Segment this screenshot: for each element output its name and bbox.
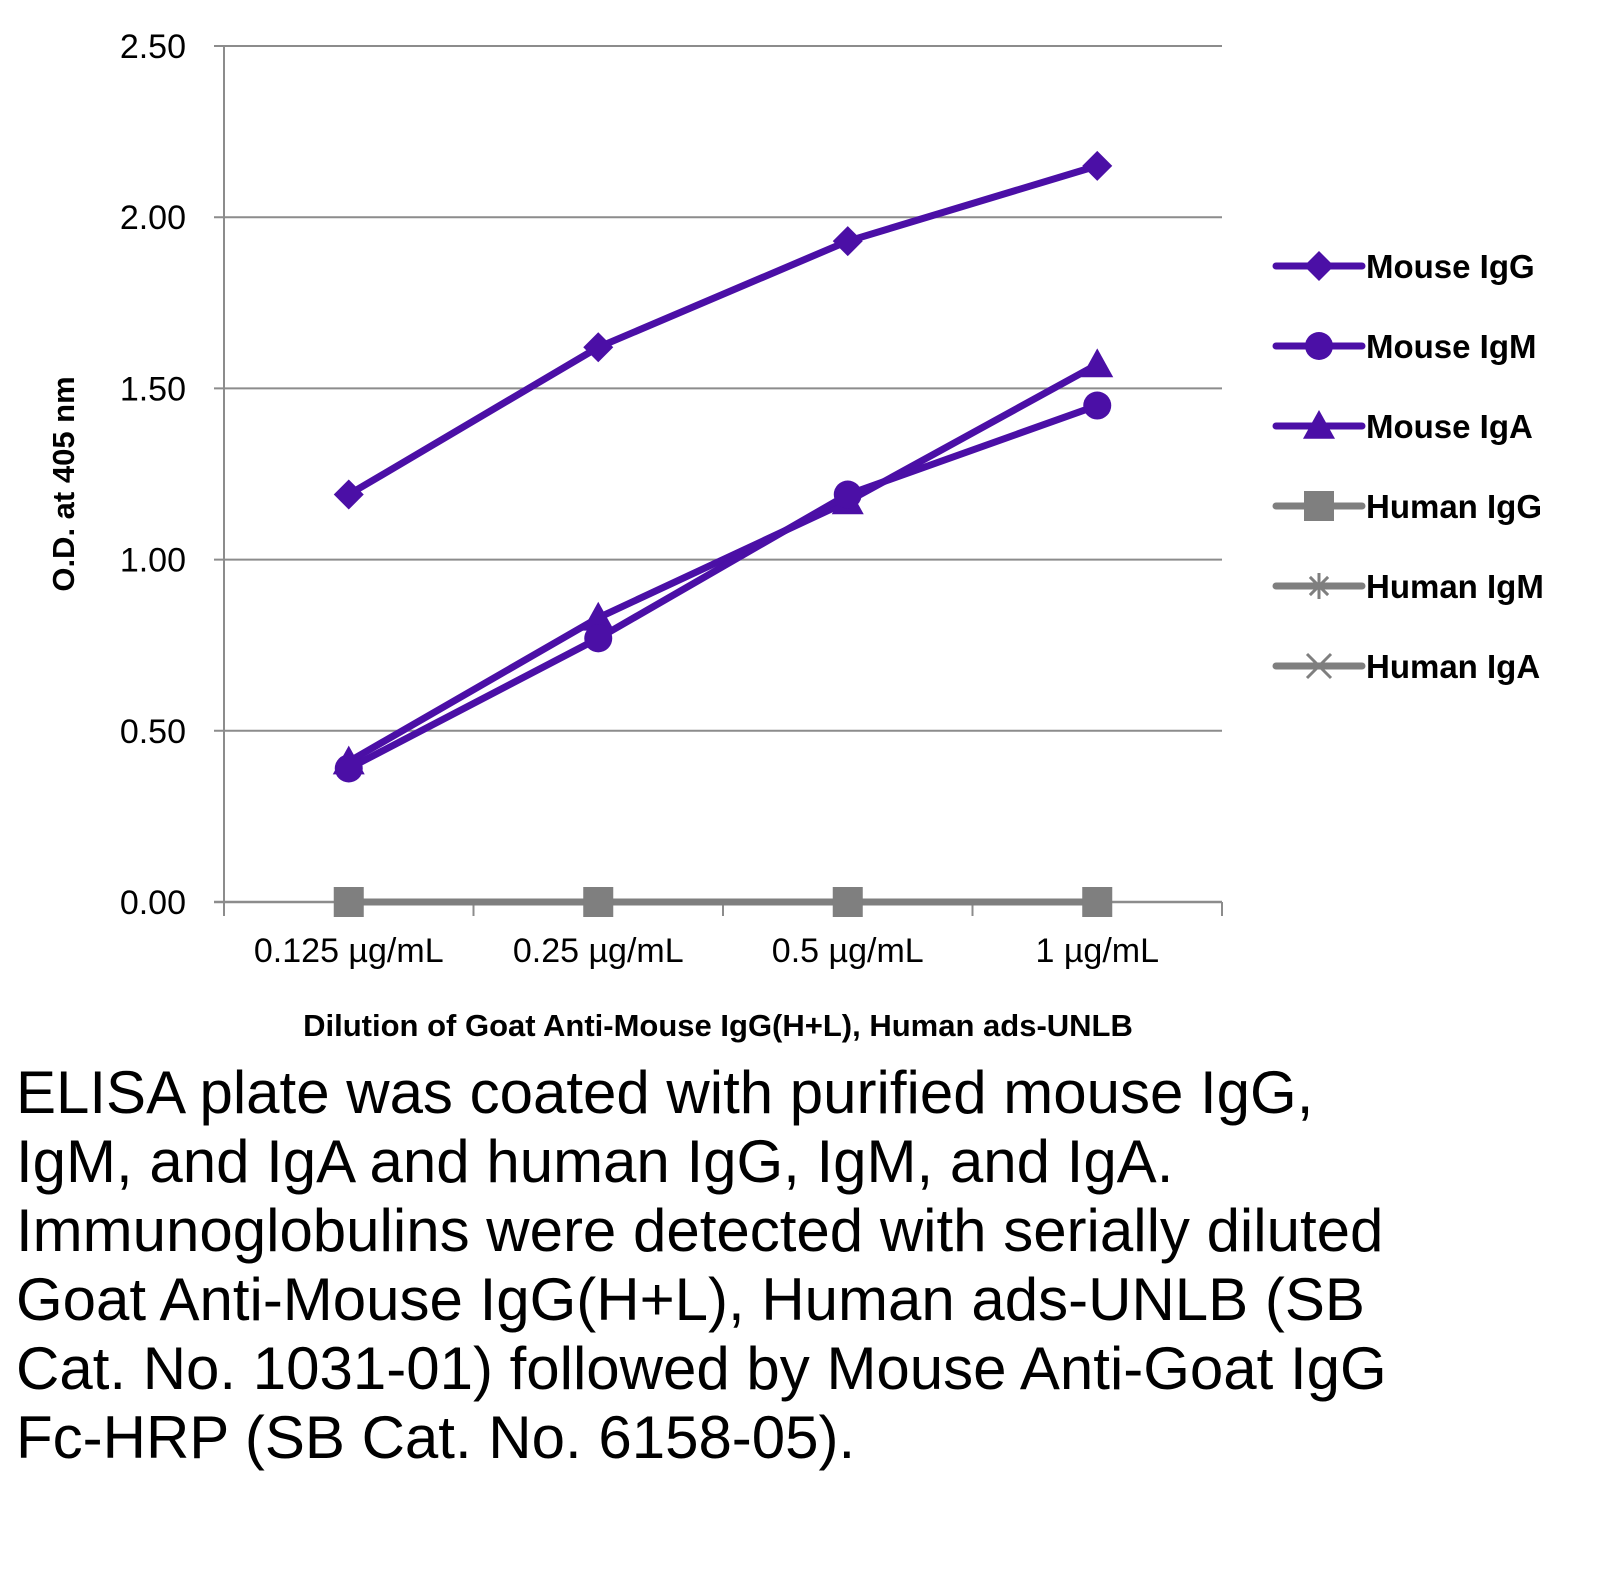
legend-entry: Human IgG: [1272, 488, 1542, 525]
data-point: [333, 887, 364, 917]
x-tick-label: 0.25 µg/mL: [513, 932, 684, 970]
legend-marker: [1306, 573, 1332, 599]
legend-label: Mouse IgA: [1366, 408, 1533, 445]
legend-entry: Mouse IgG: [1272, 248, 1535, 285]
legend-label: Mouse IgG: [1366, 248, 1535, 285]
legend-entry: Human IgA: [1272, 648, 1540, 685]
y-axis-title: O.D. at 405 nm: [46, 376, 81, 591]
data-point: [583, 332, 614, 363]
legend-marker: [1304, 491, 1334, 521]
x-tick-labels: 0.125 µg/mL 0.25 µg/mL 0.5 µg/mL 1 µg/mL: [254, 932, 1159, 970]
legend-label: Mouse IgM: [1366, 328, 1537, 365]
data-point: [583, 887, 614, 917]
series-mouse-igg: [333, 150, 1113, 510]
x-tick-label: 0.5 µg/mL: [772, 932, 924, 970]
x-tick-label: 1 µg/mL: [1035, 932, 1159, 970]
series-line: [345, 402, 1101, 772]
data-point: [333, 479, 364, 510]
legend-marker: [1304, 251, 1334, 281]
y-tick-label: 2.00: [120, 199, 186, 237]
legend-label: Human IgM: [1366, 568, 1544, 605]
legend-marker: [1303, 410, 1335, 439]
y-tick-labels: 0.00 0.50 1.00 1.50 2.00 2.50: [120, 28, 186, 922]
data-point: [1082, 887, 1113, 917]
legend-marker: [1305, 332, 1333, 360]
legend: Mouse IgG Mouse IgM Mouse IgA Human IgG Huma…: [1272, 248, 1544, 685]
y-tick-label: 2.50: [120, 28, 186, 66]
legend-label: Human IgA: [1366, 648, 1540, 685]
data-point: [584, 624, 613, 653]
legend-entry: Mouse IgA: [1272, 408, 1533, 445]
data-point: [1082, 150, 1113, 181]
elisa-line-chart: 0.00 0.50 1.00 1.50 2.00 2.50 0.125 µg/mL 0.25…: [46, 28, 1544, 1043]
data-point: [832, 887, 863, 917]
data-point: [833, 480, 862, 509]
y-tick-label: 0.50: [120, 713, 186, 751]
series-mouse-iga: [332, 348, 1114, 775]
data-point: [334, 754, 363, 783]
legend-entry: Human IgM: [1272, 568, 1544, 605]
figure-caption: ELISA plate was coated with purified mou…: [16, 1059, 1387, 1471]
legend-marker: [1305, 652, 1333, 680]
legend-entry: Mouse IgM: [1272, 328, 1537, 365]
series-mouse-igm: [334, 391, 1112, 783]
x-tick-label: 0.125 µg/mL: [254, 932, 444, 970]
legend-label: Human IgG: [1366, 488, 1542, 525]
gridlines: [214, 45, 1222, 732]
series-line: [345, 360, 1101, 766]
data-point: [1083, 391, 1112, 420]
data-series: [332, 150, 1114, 917]
x-axis-title: Dilution of Goat Anti-Mouse IgG(H+L), Hu…: [303, 1008, 1133, 1043]
y-tick-label: 0.00: [120, 884, 186, 922]
series-line: [345, 162, 1101, 499]
series-human-igg: [333, 887, 1113, 917]
data-point: [832, 226, 863, 257]
data-point: [1081, 348, 1114, 378]
y-tick-label: 1.00: [120, 542, 186, 580]
data-point: [582, 601, 615, 631]
y-tick-label: 1.50: [120, 370, 186, 408]
